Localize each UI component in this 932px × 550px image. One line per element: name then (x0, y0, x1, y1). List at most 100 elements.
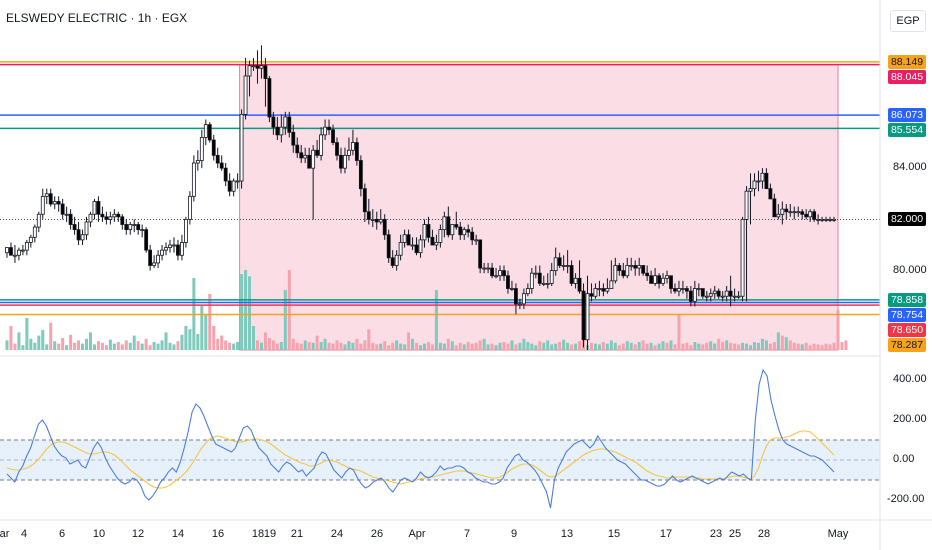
candle-body (187, 195, 192, 220)
volume-bar (291, 338, 295, 350)
volume-bar (224, 340, 228, 350)
time-axis-tick: 10 (92, 528, 106, 540)
volume-bar (792, 342, 796, 350)
candle-body (601, 288, 606, 292)
volume-bar (538, 341, 542, 350)
volume-bar (820, 345, 824, 350)
volume-bar (240, 274, 244, 350)
volume-bar (840, 342, 844, 350)
price-label[interactable]: 85.554 (888, 123, 926, 138)
candle-body (203, 124, 208, 138)
candle-body (295, 144, 300, 154)
volume-bar (184, 326, 188, 350)
volume-bar (81, 343, 85, 350)
candle-body (350, 142, 355, 151)
candle-body (498, 270, 502, 277)
volume-bar (69, 334, 73, 350)
candle-body (712, 290, 717, 295)
candle-body (176, 244, 180, 256)
candle-body (561, 265, 566, 267)
volume-bar (335, 340, 339, 350)
oscillator-axis-tick: 200.00 (893, 413, 927, 425)
candle-body (740, 218, 745, 297)
price-label[interactable]: 88.045 (888, 69, 926, 84)
volume-bar (29, 338, 33, 350)
candle-body (625, 265, 630, 277)
volume-bar (391, 342, 395, 350)
volume-bar (450, 341, 454, 350)
candle-body (152, 262, 157, 266)
time-axis-tick: 6 (58, 528, 66, 540)
candle-body (744, 190, 749, 220)
candle-body (9, 247, 13, 256)
volume-bar (267, 338, 271, 350)
volume-bar (601, 342, 605, 350)
candle-body (506, 275, 510, 289)
volume-bar (550, 344, 554, 350)
candle-body (335, 142, 339, 156)
volume-bar (160, 340, 164, 350)
candle-body (720, 295, 725, 298)
volume-bar (756, 342, 760, 350)
volume-bar (669, 340, 673, 350)
candle-body (144, 229, 149, 251)
volume-bar (522, 338, 526, 350)
candle-body (64, 213, 69, 216)
candle-body (486, 267, 491, 270)
candle-body (808, 211, 813, 218)
candle-body (104, 216, 109, 220)
price-label[interactable]: 78.858 (888, 292, 926, 307)
price-label[interactable]: 86.073 (888, 108, 926, 123)
time-axis-tick: 9 (510, 528, 518, 540)
price-label[interactable]: 78.287 (888, 337, 926, 352)
candle-body (510, 288, 514, 290)
volume-bar (633, 344, 637, 350)
price-label[interactable]: 88.149 (888, 54, 926, 69)
volume-bar (220, 335, 224, 350)
volume-bar (216, 338, 220, 350)
volume-bar (415, 342, 419, 350)
currency-label[interactable]: EGP (890, 10, 926, 32)
candle-body (629, 265, 634, 267)
candle-body (370, 218, 375, 221)
volume-bar (387, 345, 391, 350)
candle-body (541, 283, 546, 285)
candle-body (358, 160, 363, 190)
volume-bar (57, 343, 61, 350)
candle-body (128, 224, 133, 231)
candle-body (665, 275, 669, 279)
candle-body (418, 239, 423, 254)
volume-bar (37, 335, 41, 350)
price-label[interactable]: 78.650 (888, 322, 926, 337)
candle-body (748, 188, 753, 192)
candle-body (366, 211, 371, 220)
candle-body (414, 244, 419, 254)
volume-bar (407, 332, 411, 350)
horizontal-levels[interactable] (0, 61, 880, 316)
candle-body (180, 242, 184, 256)
symbol-title[interactable]: ELSWEDY ELECTRIC · 1h · EGX (6, 11, 188, 25)
candle-body (223, 167, 228, 182)
volume-bar (836, 310, 840, 350)
volume-bar (422, 343, 426, 350)
candle-body (804, 213, 809, 218)
candle-body (617, 265, 622, 272)
volume-bar (804, 342, 808, 350)
candle-body (52, 201, 57, 205)
volume-bar (188, 329, 192, 350)
volume-bar (128, 342, 132, 350)
candle-body (788, 211, 793, 214)
candle-body (279, 126, 284, 136)
price-label[interactable]: 82.000 (888, 212, 926, 227)
volume-bar (61, 338, 65, 350)
time-axis-tick: 23 (709, 528, 723, 540)
volume-bar (645, 343, 649, 350)
volume-bar (657, 343, 661, 350)
candle-body (235, 180, 240, 183)
candle-body (784, 208, 789, 213)
volume-bar (315, 335, 319, 350)
price-label[interactable]: 78.754 (888, 307, 926, 322)
volume-bar (434, 290, 438, 350)
candle-body (319, 134, 324, 156)
volume-bar (311, 342, 315, 350)
